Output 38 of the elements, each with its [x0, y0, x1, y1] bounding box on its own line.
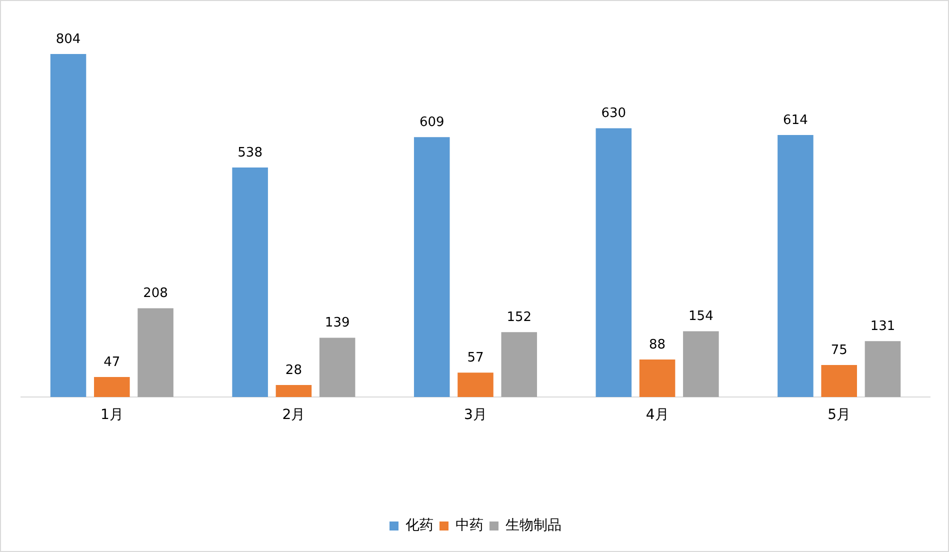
data-label: 614	[783, 112, 808, 128]
data-label: 804	[56, 32, 81, 47]
data-label: 88	[649, 337, 666, 352]
x-tick-label: 3月	[464, 407, 487, 424]
data-label: 28	[285, 362, 302, 378]
data-label: 131	[870, 318, 896, 334]
bar	[94, 376, 130, 397]
bar	[864, 341, 901, 397]
x-tick-label: 4月	[646, 407, 669, 424]
bar	[414, 137, 450, 397]
bar	[319, 338, 356, 397]
data-label: 152	[506, 310, 532, 326]
data-label: 57	[467, 350, 484, 366]
bar	[458, 372, 494, 397]
data-label: 47	[104, 354, 120, 370]
bar	[683, 331, 719, 397]
bar	[821, 365, 857, 397]
data-label: 139	[324, 316, 350, 331]
bar	[639, 359, 676, 397]
data-label: 154	[688, 309, 714, 324]
bar	[276, 385, 312, 397]
bar	[138, 308, 174, 397]
legend-label: 中药	[456, 518, 484, 534]
bar	[778, 135, 814, 397]
x-tick-label: 2月	[282, 407, 306, 424]
legend-label: 生物制品	[506, 518, 562, 534]
data-label: 609	[419, 115, 444, 130]
data-label: 75	[830, 342, 848, 358]
bar	[232, 167, 268, 397]
data-label: 208	[143, 286, 168, 302]
data-label: 630	[601, 106, 626, 122]
x-tick-label: 5月	[828, 407, 851, 424]
x-tick-label: 1月	[100, 407, 124, 424]
bar	[50, 54, 86, 397]
bar	[596, 128, 632, 397]
legend-label: 化药	[406, 518, 434, 534]
data-label: 538	[238, 145, 262, 160]
bar	[501, 332, 538, 397]
